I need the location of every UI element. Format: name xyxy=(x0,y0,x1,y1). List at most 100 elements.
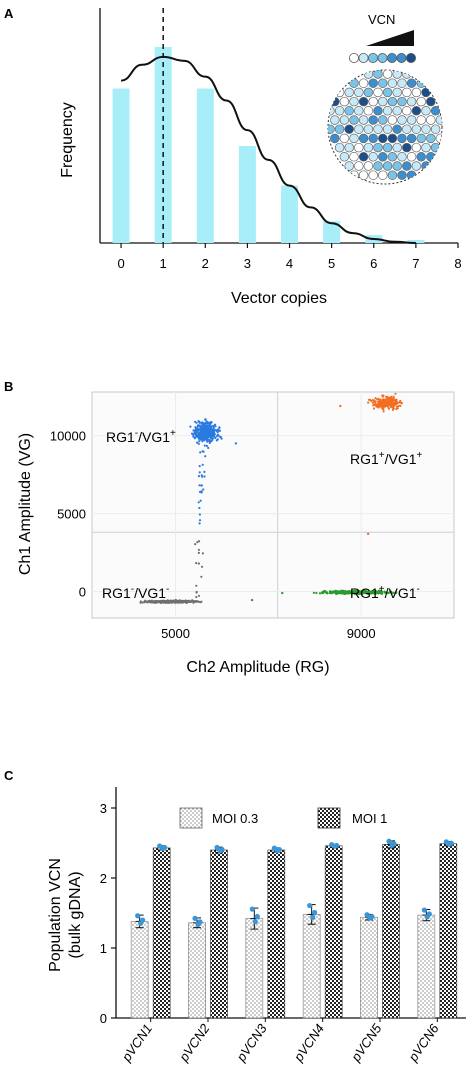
droplet-point xyxy=(379,402,382,405)
population-cell xyxy=(397,115,407,125)
droplet-point xyxy=(357,593,360,596)
replicate-point xyxy=(364,912,370,918)
population-cell xyxy=(392,142,402,153)
droplet-point xyxy=(178,599,181,603)
y-tick-label: 10000 xyxy=(50,429,86,444)
population-cell xyxy=(387,96,398,107)
population-cell xyxy=(339,96,350,107)
population-cell xyxy=(363,142,374,153)
droplet-point xyxy=(197,432,200,435)
population-cell xyxy=(382,142,393,153)
legend-label-moi-1: MOI 1 xyxy=(352,811,387,826)
population-cell xyxy=(330,133,340,144)
population-cell xyxy=(368,78,378,88)
droplet-point xyxy=(171,600,174,603)
droplet-point xyxy=(199,424,202,427)
vcn-cell xyxy=(396,53,407,64)
replicate-point xyxy=(192,915,198,921)
droplet-point xyxy=(387,407,391,410)
droplet-point xyxy=(200,565,204,568)
population-cell xyxy=(416,78,426,88)
x-category-label: pVCN5 xyxy=(348,1020,385,1064)
droplet-point xyxy=(198,519,202,522)
droplet-point xyxy=(200,484,203,487)
replicate-point xyxy=(312,909,318,916)
x-category-label: pVCN3 xyxy=(233,1020,270,1064)
cell-population xyxy=(328,70,442,180)
droplet-point xyxy=(389,591,392,594)
population-cell xyxy=(387,152,398,162)
droplet-point xyxy=(199,451,202,454)
population-cell xyxy=(387,78,398,88)
droplet-point xyxy=(356,591,359,594)
droplet-point xyxy=(207,430,210,433)
droplet-point xyxy=(202,488,205,491)
droplet-point xyxy=(206,440,209,443)
droplet-point xyxy=(163,600,166,603)
droplet-point xyxy=(363,591,367,594)
droplet-point xyxy=(145,600,148,603)
population-cell xyxy=(387,133,398,144)
population-cell xyxy=(363,70,374,79)
panel-a-x-label: Vector copies xyxy=(231,290,327,307)
droplet-point xyxy=(399,404,402,407)
droplet-point xyxy=(198,484,201,487)
population-cell xyxy=(363,161,374,171)
panel-a-histogram: 0 1 2 3 4 5 6 7 8 Frequency Vector copies VCN xyxy=(59,8,462,307)
droplet-point xyxy=(343,592,346,596)
population-cell xyxy=(354,106,364,116)
population-cell xyxy=(435,115,442,125)
droplet-point xyxy=(176,600,179,603)
replicate-point xyxy=(249,906,255,912)
population-cell xyxy=(392,87,402,98)
population-cell xyxy=(349,115,359,125)
population-cell xyxy=(363,124,374,134)
population-cell xyxy=(378,96,388,107)
population-cell xyxy=(387,170,398,180)
droplet-point xyxy=(326,592,329,595)
droplet-point xyxy=(371,401,374,404)
droplet-point xyxy=(210,429,213,433)
replicate-point xyxy=(386,838,392,844)
population-cell xyxy=(344,87,354,98)
droplet-point xyxy=(211,433,215,436)
droplet-point xyxy=(202,431,205,434)
panel-c-bar-chart: pVCN1 pVCN2 pVCN3 pVCN4 pVCN5 pVCN6 0 1 2 3 Popu… xyxy=(47,787,466,1065)
y-tick-label: 0 xyxy=(79,585,86,600)
population-cell xyxy=(411,124,422,134)
population-cell xyxy=(406,133,417,144)
droplet-point xyxy=(205,435,208,438)
population-cell xyxy=(421,106,431,116)
droplet-point xyxy=(204,428,207,431)
population-cell xyxy=(392,161,402,171)
population-cell xyxy=(339,152,350,162)
x-tick-label: 4 xyxy=(286,256,293,271)
droplet-point xyxy=(281,591,284,595)
population-cell xyxy=(354,124,364,134)
panel-c-letter: C xyxy=(4,768,14,783)
droplet-point xyxy=(217,428,220,431)
droplet-point xyxy=(208,421,211,424)
droplet-point xyxy=(200,600,203,603)
vcn-cell xyxy=(358,53,369,64)
droplet-point xyxy=(201,435,204,438)
droplet-point xyxy=(192,601,195,604)
droplet-point xyxy=(354,591,357,594)
droplet-point xyxy=(374,590,377,593)
droplet-point xyxy=(212,435,216,438)
population-cell xyxy=(411,161,422,171)
droplet-point xyxy=(318,592,322,595)
population-cell xyxy=(421,142,431,153)
vcn-cell xyxy=(377,53,388,64)
population-cell xyxy=(378,133,388,144)
bar-moi-0-3 xyxy=(302,914,321,1019)
droplet-point xyxy=(198,471,201,474)
droplet-point xyxy=(204,455,207,458)
droplet-point xyxy=(388,401,391,404)
droplet-point xyxy=(199,428,202,431)
population-cell xyxy=(426,133,436,144)
droplet-point xyxy=(197,562,200,565)
histogram-bar xyxy=(196,88,214,243)
panel-b-letter: B xyxy=(4,379,13,394)
droplet-point xyxy=(374,400,377,403)
